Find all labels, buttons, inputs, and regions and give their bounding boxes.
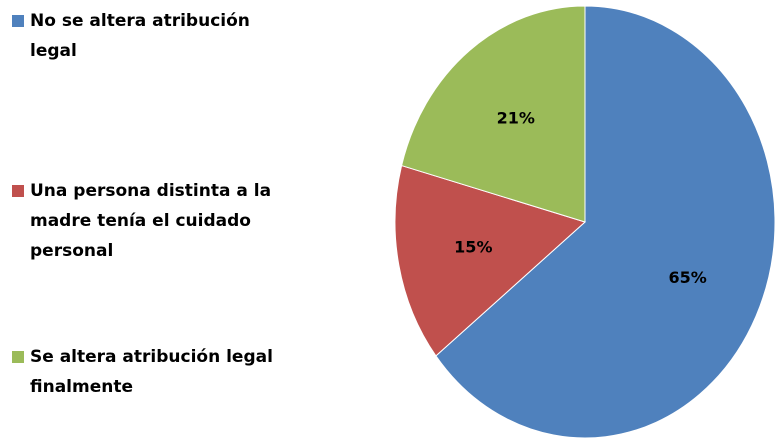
pie-slice [394,164,586,357]
legend-item: Una persona distinta a la madre tenía el… [12,176,302,266]
data-label: 21% [497,109,535,128]
data-label: 65% [668,268,706,287]
pie-slice [401,5,586,223]
pie-slice [435,5,775,439]
data-label: 15% [454,238,492,257]
legend-label: Se altera atribución legal finalmente [30,347,273,397]
legend-swatch [12,185,24,197]
legend-label: No se altera atribución legal [30,11,250,61]
legend-item: Se altera atribución legal finalmente [12,342,302,402]
legend-item: No se altera atribución legal [12,6,302,66]
legend-swatch [12,351,24,363]
legend-label: Una persona distinta a la madre tenía el… [30,181,272,261]
legend-swatch [12,15,24,27]
